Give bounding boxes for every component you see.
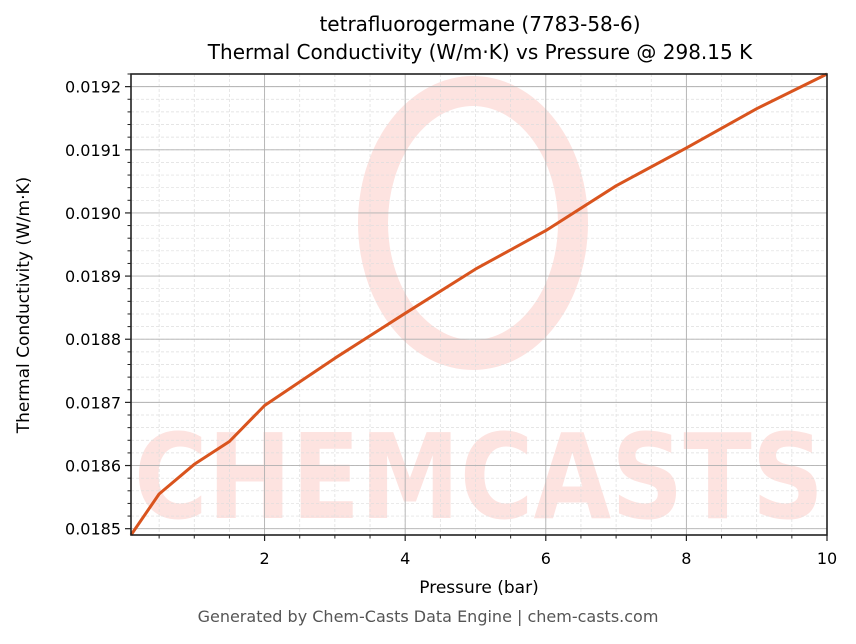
x-tick-label: 2 [259, 549, 269, 568]
y-tick-label: 0.0186 [65, 457, 121, 476]
y-tick-label: 0.0188 [65, 330, 121, 349]
y-tick-label: 0.0191 [65, 141, 121, 160]
chart-title-line-2: Thermal Conductivity (W/m·K) vs Pressure… [207, 40, 753, 64]
y-tick-label: 0.0192 [65, 78, 121, 97]
footer-credit: Generated by Chem-Casts Data Engine | ch… [197, 607, 659, 626]
watermark-text: CHEMCASTS [134, 408, 824, 546]
y-axis-label: Thermal Conductivity (W/m·K) [14, 177, 34, 435]
y-axis: 0.0185 0.0186 0.0187 0.0188 0.0189 0.0190 0.01… [65, 73, 131, 539]
y-tick-label: 0.0189 [65, 267, 121, 286]
major-grid [131, 74, 828, 535]
x-axis: 2 4 6 8 10 [158, 535, 837, 568]
thermal-conductivity-line [129, 72, 828, 536]
chemcasts-watermark: CHEMCASTS [134, 76, 824, 546]
x-tick-label: 4 [400, 549, 410, 568]
data-series [129, 72, 828, 536]
x-tick-label: 10 [817, 549, 837, 568]
x-tick-label: 6 [541, 549, 551, 568]
x-tick-label: 8 [681, 549, 691, 568]
plot-frame [130, 73, 828, 536]
y-tick-label: 0.0190 [65, 204, 121, 223]
y-tick-label: 0.0187 [65, 393, 121, 412]
x-axis-label: Pressure (bar) [419, 578, 538, 598]
y-tick-label: 0.0185 [65, 520, 121, 539]
chart-title-line-1: tetrafluorogermane (7783-58-6) [319, 12, 641, 36]
